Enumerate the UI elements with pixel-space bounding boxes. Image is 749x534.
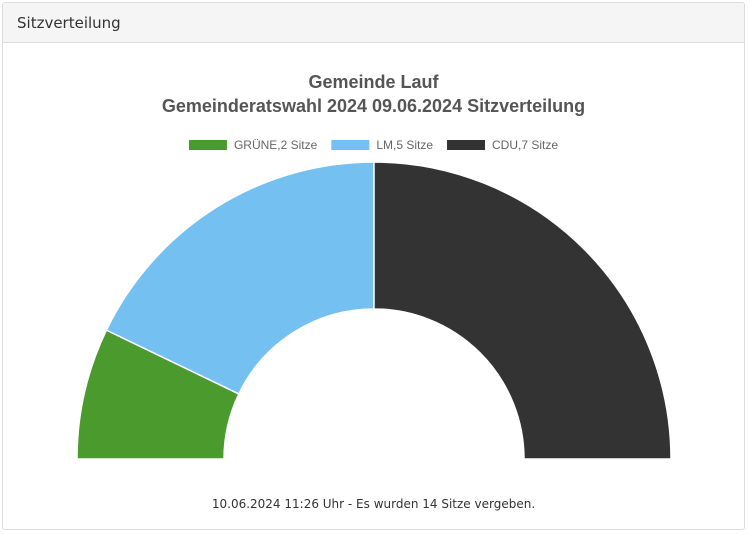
panel-heading: Sitzverteilung bbox=[3, 3, 744, 43]
seat-chart: Gemeinde Lauf Gemeinderatswahl 2024 09.0… bbox=[76, 72, 672, 460]
chart-slices bbox=[76, 161, 672, 460]
legend-label-lm[interactable]: LM,5 Sitze bbox=[376, 138, 433, 152]
chart-legend: GRÜNE,2 Sitze LM,5 Sitze CDU,7 Sitze bbox=[188, 138, 558, 152]
slice-cdu[interactable] bbox=[373, 161, 672, 460]
legend-swatch-grüne[interactable] bbox=[188, 140, 227, 150]
chart-container: Gemeinde Lauf Gemeinderatswahl 2024 09.0… bbox=[3, 43, 744, 529]
chart-title-line-1: Gemeinde Lauf bbox=[308, 72, 439, 92]
footer-note: 10.06.2024 11:26 Uhr - Es wurden 14 Sitz… bbox=[211, 497, 536, 511]
legend-label-grüne[interactable]: GRÜNE,2 Sitze bbox=[234, 138, 318, 152]
chart-title-line-2: Gemeinderatswahl 2024 09.06.2024 Sitzver… bbox=[162, 96, 585, 116]
slice-lm[interactable] bbox=[105, 161, 375, 395]
legend-label-cdu[interactable]: CDU,7 Sitze bbox=[492, 138, 558, 152]
legend-swatch-lm[interactable] bbox=[331, 140, 370, 150]
legend-swatch-cdu[interactable] bbox=[447, 140, 486, 150]
